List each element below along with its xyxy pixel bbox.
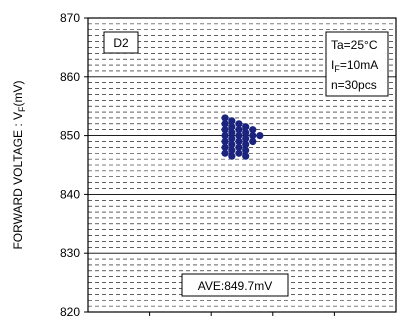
grid <box>88 23 396 307</box>
plot-area-frame <box>87 17 397 313</box>
data-point <box>242 134 250 143</box>
y-tick-label: 850 <box>60 129 80 143</box>
y-tick-label: 830 <box>60 246 80 260</box>
data-point <box>221 114 229 122</box>
data-point <box>228 134 236 143</box>
data-point <box>235 120 243 128</box>
data-point <box>221 149 229 157</box>
condition-n: n=30pcs <box>331 78 377 92</box>
y-tick-label: 870 <box>60 11 80 25</box>
data-point <box>228 129 236 137</box>
data-point <box>235 149 243 157</box>
data-point <box>249 132 257 140</box>
conditions-box: Ta=25°C IF=10mA n=30pcs <box>325 31 389 97</box>
data-point <box>235 126 243 134</box>
data-point <box>249 126 257 134</box>
data-point <box>228 152 236 160</box>
average-box: AVE:849.7mV <box>181 273 289 297</box>
data-point <box>221 126 229 134</box>
data-point <box>221 132 229 140</box>
y-axis: 870 860 850 840 830 820 <box>60 11 88 319</box>
data-point <box>221 137 229 146</box>
y-axis-label: FORWARD VOLTAGE : VF(mV) <box>11 80 27 249</box>
data-point <box>249 137 257 146</box>
data-point <box>242 152 250 160</box>
data-point <box>235 137 243 146</box>
data-point <box>235 132 243 140</box>
data-point <box>242 140 250 149</box>
data-point <box>221 143 229 151</box>
y-tick-label: 820 <box>60 305 80 319</box>
data-point <box>228 123 236 131</box>
data-point <box>228 117 236 125</box>
data-point <box>242 123 250 131</box>
data-point <box>256 132 264 140</box>
x-axis-ticks <box>149 312 335 316</box>
data-points <box>221 114 264 160</box>
data-point <box>221 120 229 128</box>
sample-label: D2 <box>113 36 129 50</box>
sample-label-box: D2 <box>103 31 139 54</box>
data-point <box>228 140 236 149</box>
average-value: AVE:849.7mV <box>198 279 272 293</box>
data-point <box>242 146 250 154</box>
condition-if: IF=10mA <box>331 58 378 74</box>
y-tick-label: 840 <box>60 187 80 201</box>
y-tick-label: 860 <box>60 70 80 84</box>
condition-ta: Ta=25°C <box>331 38 378 52</box>
data-point <box>228 146 236 154</box>
data-point <box>235 143 243 151</box>
data-point <box>242 129 250 137</box>
